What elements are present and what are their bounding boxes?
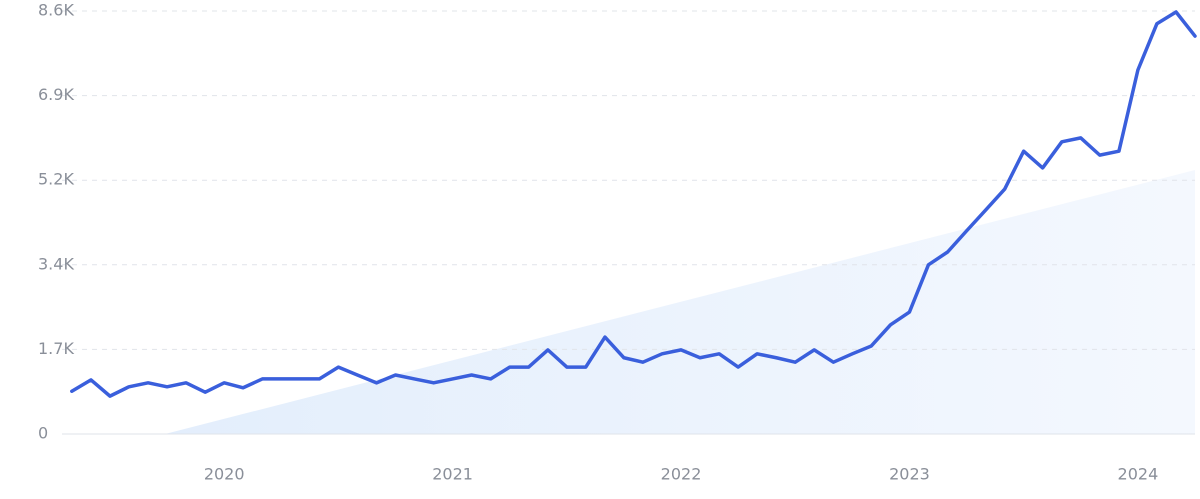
x-tick-label: 2024	[1118, 465, 1159, 484]
line	[70, 10, 1197, 398]
y-tick-label: 5.2K	[38, 170, 74, 189]
x-tick-label: 2021	[432, 465, 473, 484]
y-tick-label: 6.9K	[38, 85, 74, 104]
y-tick-label: 3.4K	[38, 254, 74, 273]
x-tick-label: 2020	[204, 465, 245, 484]
x-tick-label: 2022	[661, 465, 702, 484]
x-tick-label: 2023	[889, 465, 930, 484]
y-tick-label: 8.6K	[38, 1, 74, 20]
trend-area	[165, 170, 1195, 434]
y-tick-label: 0	[38, 424, 48, 443]
y-tick-label: 1.7K	[38, 339, 74, 358]
